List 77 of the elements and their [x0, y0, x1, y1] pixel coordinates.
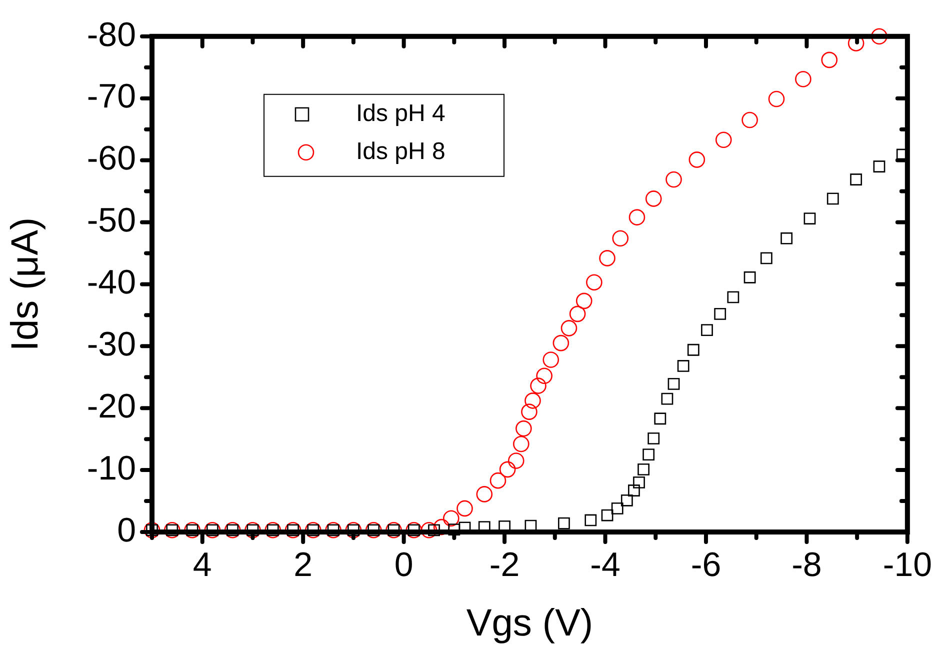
- point: [516, 420, 532, 437]
- point: [638, 463, 650, 476]
- y-tick-label: -10: [86, 449, 136, 488]
- y-axis-title: Ids (μA): [4, 217, 46, 352]
- point: [871, 28, 888, 45]
- point: [620, 494, 633, 506]
- point: [499, 461, 516, 478]
- point: [586, 274, 602, 290]
- point: [727, 291, 740, 304]
- point: [677, 360, 690, 372]
- point: [599, 250, 616, 266]
- point: [661, 392, 674, 405]
- x-tick-label: -6: [690, 546, 722, 584]
- x-tick-label: 4: [192, 546, 212, 584]
- point: [612, 230, 629, 247]
- point: [873, 160, 886, 172]
- point: [648, 432, 660, 444]
- x-axis-title: Vgs (V): [466, 602, 594, 645]
- point: [780, 232, 793, 244]
- point: [524, 392, 541, 409]
- y-tick-label: -70: [86, 78, 136, 116]
- point: [821, 52, 838, 68]
- point: [513, 436, 530, 452]
- point: [688, 152, 706, 168]
- point: [715, 132, 732, 148]
- point: [601, 509, 614, 522]
- point: [569, 306, 586, 322]
- y-tick-label: 0: [117, 511, 136, 550]
- point: [443, 510, 460, 527]
- point: [576, 292, 592, 310]
- y-tick-label: -40: [86, 264, 136, 302]
- point: [536, 368, 552, 384]
- point: [456, 500, 473, 517]
- point: [642, 448, 655, 461]
- point: [668, 378, 680, 390]
- point: [628, 209, 646, 226]
- point: [611, 502, 624, 514]
- point: [633, 476, 645, 488]
- point: [490, 472, 506, 489]
- y-tick-label: -30: [86, 326, 136, 364]
- point: [654, 412, 666, 425]
- point: [744, 271, 756, 284]
- point: [542, 352, 560, 368]
- point: [714, 308, 726, 320]
- point: [645, 190, 662, 207]
- point: [742, 112, 758, 128]
- point: [701, 324, 713, 336]
- point: [420, 522, 438, 538]
- x-tick-label: -8: [792, 546, 822, 584]
- y-tick-label: -20: [86, 387, 136, 426]
- x-tick-label: 0: [394, 546, 414, 584]
- x-tick-label: -4: [590, 546, 620, 584]
- x-tick-label: 2: [294, 546, 313, 584]
- point: [560, 320, 578, 336]
- point: [687, 344, 700, 356]
- legend-label: Ids pH 4: [356, 100, 446, 128]
- x-tick-label: -10: [882, 546, 932, 584]
- point: [476, 486, 493, 502]
- point: [850, 174, 862, 186]
- y-tick-label: -80: [86, 16, 136, 54]
- y-tick-label: -50: [86, 202, 136, 240]
- x-tick-label: -2: [489, 546, 520, 584]
- point: [584, 514, 597, 526]
- y-tick-label: -60: [86, 140, 136, 178]
- point: [628, 484, 640, 496]
- point: [508, 452, 524, 469]
- legend-label: Ids pH 8: [356, 138, 446, 166]
- point: [768, 90, 785, 108]
- point: [804, 212, 816, 224]
- point: [760, 252, 772, 264]
- point: [826, 192, 839, 205]
- point: [795, 70, 812, 88]
- point: [666, 171, 682, 188]
- point: [558, 517, 570, 530]
- point: [530, 378, 546, 394]
- point: [521, 404, 538, 420]
- point: [552, 334, 570, 352]
